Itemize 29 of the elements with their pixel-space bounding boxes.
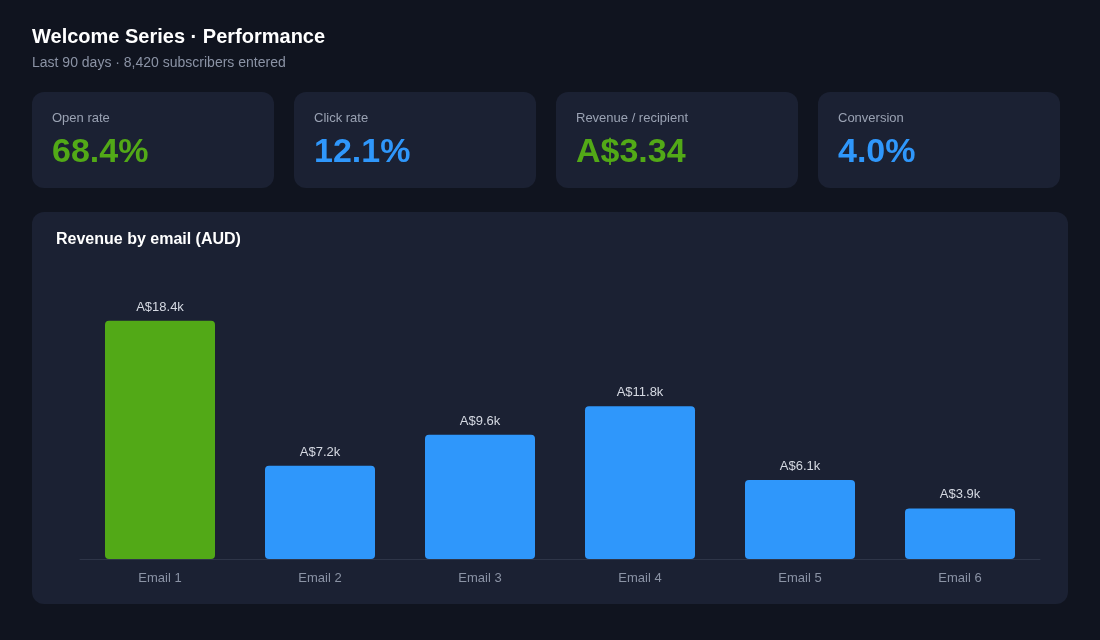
x-tick-label: Email 3 [458, 570, 502, 585]
text: Revenue / recipient [576, 110, 689, 125]
data-label: A$7.2k [299, 443, 341, 459]
text: Conversion [838, 110, 905, 125]
text: Welcome Series · Performance [32, 25, 326, 48]
bar [265, 465, 375, 559]
text: Click rate [314, 110, 370, 125]
x-tick-label: Email 4 [618, 570, 662, 585]
data-label: A$3.9k [939, 486, 981, 502]
x-tick-label: Email 5 [778, 570, 822, 585]
text: 12.1% [314, 131, 412, 170]
bar [105, 320, 215, 559]
x-tick-label: Email 6 [938, 570, 982, 585]
bar [425, 434, 535, 559]
data-label: A$6.1k [779, 457, 821, 473]
bar [585, 406, 695, 559]
x-tick-label: Email 2 [298, 570, 342, 585]
text: Last 90 days · 8,420 subscribers entered [32, 54, 287, 70]
text: A$3.34 [576, 131, 687, 170]
text: 4.0% [838, 131, 917, 170]
text: 68.4% [52, 131, 150, 170]
data-label: A$18.4k [136, 298, 185, 314]
chart-title: Revenue by email (AUD) [56, 230, 241, 248]
bar [905, 508, 1015, 559]
data-label: A$11.8k [616, 384, 664, 400]
text: Open rate [52, 110, 111, 125]
data-label: A$9.6k [459, 412, 501, 428]
bar [745, 479, 855, 559]
x-tick-label: Email 1 [138, 570, 182, 585]
